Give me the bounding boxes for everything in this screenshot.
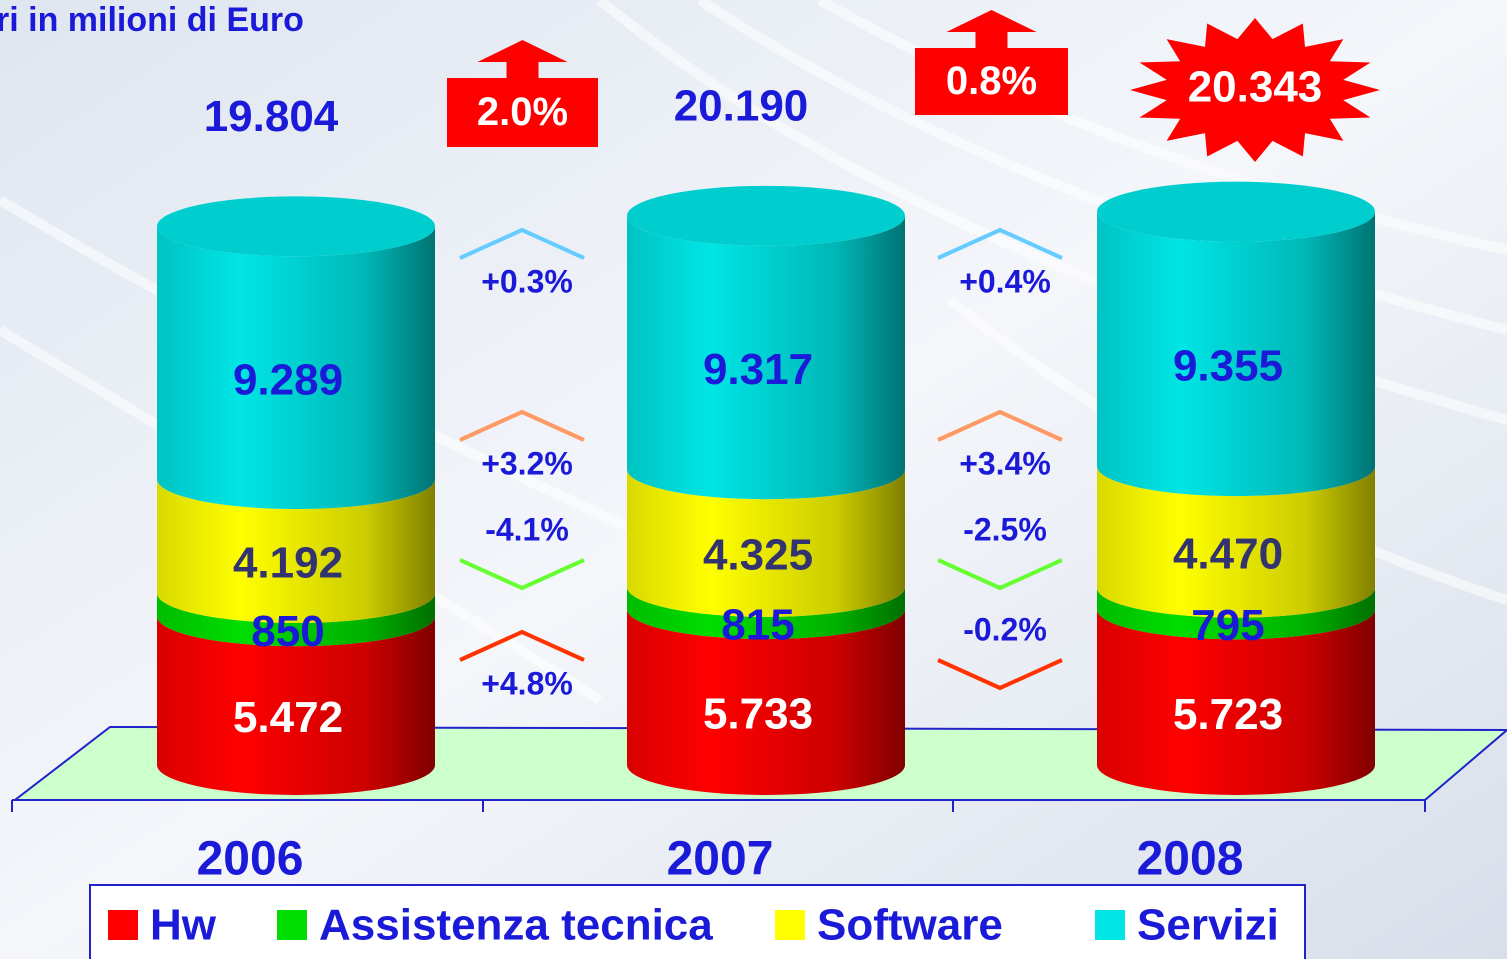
change-chevron [937,658,1063,691]
growth-box [447,78,598,147]
x-tick-label: 2008 [1137,833,1244,886]
cylinder-segment [1097,211,1375,497]
cylinder-segment [627,469,905,617]
value-label: 9.317 [703,345,813,394]
total-label: 20.343 [1188,63,1323,112]
value-label: 815 [721,601,794,650]
chart-title: ri in milioni di Euro [0,1,304,39]
cylinder-segment [157,226,436,510]
x-axis [11,799,1426,812]
value-label: 4.192 [233,539,343,588]
legend-swatch [1095,910,1125,940]
value-label: 5.733 [703,690,813,739]
change-chevron [459,227,585,260]
cylinder-top [157,196,435,257]
cylinder-segment [627,609,905,795]
total-label: 20.190 [674,81,809,130]
legend-label: Software [817,901,1003,950]
change-label: +0.3% [481,263,573,299]
legend-label: Servizi [1137,901,1279,950]
cylinder-top [1097,181,1375,242]
change-label: +3.4% [959,445,1051,481]
value-label: 795 [1191,601,1264,650]
cylinder-segment [157,593,436,647]
legend-label: Hw [150,901,217,950]
value-label: 850 [251,607,324,656]
change-label: +4.8% [481,665,573,701]
growth-label: 2.0% [477,90,568,134]
change-label: +0.4% [959,263,1051,299]
value-label: 4.325 [703,531,813,580]
cylinder-segment [1097,609,1375,795]
cylinder-top [627,185,905,246]
growth-arrow [477,40,568,78]
change-chevron [937,227,1063,260]
value-label: 5.472 [233,693,343,742]
growth-label: 0.8% [946,59,1037,103]
cylinder-segment [627,586,905,640]
change-label: -4.1% [485,511,569,547]
total-label: 19.804 [204,92,339,141]
change-label: +3.2% [481,445,573,481]
legend-swatch [775,910,805,940]
cylinder-segment [627,215,905,500]
change-chevron [937,558,1063,591]
total-star [1130,18,1380,162]
change-chevron [937,409,1063,442]
cylinder-segment [157,479,436,624]
cylinder-segment [1097,587,1375,640]
legend-swatch [108,910,138,940]
change-chevron [459,558,585,591]
change-chevron [459,409,585,442]
cylinder-segment [1097,466,1375,618]
value-label: 4.470 [1173,530,1283,579]
legend-label: Assistenza tecnica [319,901,713,950]
cylinder-segment [157,616,436,795]
legend-swatch [277,910,307,940]
value-label: 5.723 [1173,690,1283,739]
value-label: 9.289 [233,355,343,404]
growth-box [915,48,1068,115]
x-tick-label: 2006 [197,833,304,886]
value-label: 9.355 [1173,342,1283,391]
growth-arrow [946,10,1037,48]
change-label: -2.5% [963,511,1047,547]
change-chevron [459,629,585,662]
change-label: -0.2% [963,611,1047,647]
x-tick-label: 2007 [667,833,774,886]
